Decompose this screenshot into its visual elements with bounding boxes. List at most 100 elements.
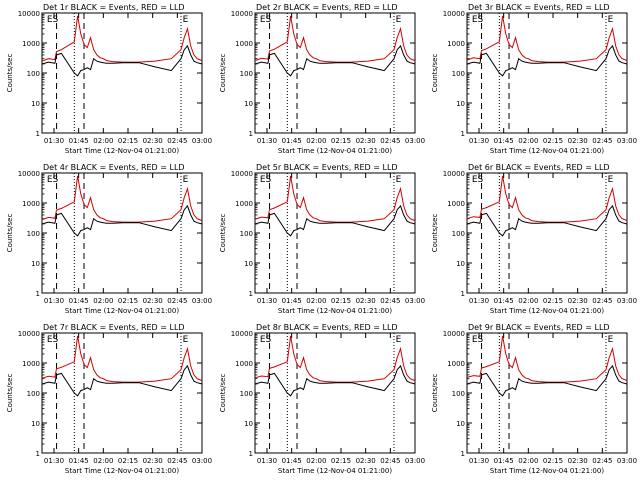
chart-title: Det 3r BLACK = Events, RED = LLD (468, 3, 610, 12)
x-tick-label: 02:15 (118, 297, 138, 305)
x-tick-label: 01:45 (282, 137, 302, 145)
series-line-events (254, 204, 416, 237)
y-tick-label: 100 (27, 70, 40, 78)
x-tick-label: 01:30 (257, 137, 277, 145)
series-line-events (466, 364, 628, 397)
x-axis-label: Start Time (12-Nov-04 01:21:00) (65, 307, 179, 315)
event-marker-label: E (608, 335, 614, 345)
series-line-lld (466, 15, 628, 63)
x-tick-label: 03:00 (192, 297, 212, 305)
x-tick-label: 02:15 (118, 137, 138, 145)
x-tick-label: 01:45 (69, 297, 89, 305)
x-tick-label: 02:15 (543, 457, 563, 465)
chart-panel-6: Det 6r BLACK = Events, RED = LLD 1 10 100 10… (431, 163, 637, 315)
plot-frame (466, 172, 628, 294)
x-tick-label: 01:30 (469, 297, 489, 305)
x-tick-label: 02:00 (93, 297, 113, 305)
chart-title: Det 7r BLACK = Events, RED = LLD (43, 323, 185, 332)
x-tick-label: 02:15 (331, 137, 351, 145)
y-tick-label: 10 (456, 260, 465, 268)
chart-panel-7: Det 7r BLACK = Events, RED = LLD 1 10 100 10… (6, 323, 212, 475)
x-tick-label: 02:15 (331, 297, 351, 305)
plot-frame (254, 172, 416, 294)
x-tick-label: 02:30 (568, 297, 588, 305)
x-tick-label: 03:00 (405, 457, 425, 465)
y-axis-label: Counts/sec (219, 214, 227, 253)
y-tick-label: 100 (240, 230, 253, 238)
y-axis-label: Counts/sec (431, 54, 439, 93)
x-tick-label: 02:45 (380, 137, 400, 145)
x-tick-label: 01:30 (257, 297, 277, 305)
x-axis-label: Start Time (12-Nov-04 01:21:00) (278, 307, 392, 315)
y-tick-label: 1 (36, 450, 40, 458)
plot-frame (254, 12, 416, 134)
x-tick-label: 02:15 (331, 457, 351, 465)
x-tick-label: 02:45 (380, 297, 400, 305)
x-tick-label: 01:30 (469, 137, 489, 145)
y-axis-label: Counts/sec (431, 214, 439, 253)
x-tick-label: 01:30 (44, 137, 64, 145)
x-tick-label: 02:00 (306, 297, 326, 305)
x-tick-label: 01:45 (282, 457, 302, 465)
y-tick-label: 1 (461, 290, 465, 298)
plot-frame (466, 332, 628, 454)
event-marker-label: ES (472, 335, 484, 345)
y-tick-label: 10000 (231, 330, 253, 338)
y-tick-label: 1000 (235, 40, 253, 48)
x-tick-label: 02:30 (143, 457, 163, 465)
chart-panel-4: Det 4r BLACK = Events, RED = LLD 1 10 100 10… (6, 163, 212, 315)
x-tick-label: 02:15 (118, 457, 138, 465)
y-axis-label: Counts/sec (219, 374, 227, 413)
series-line-lld (254, 175, 416, 223)
series-line-events (466, 204, 628, 237)
y-tick-label: 10 (31, 100, 40, 108)
x-axis-label: Start Time (12-Nov-04 01:21:00) (490, 307, 604, 315)
x-tick-label: 02:00 (93, 137, 113, 145)
x-tick-label: 03:00 (192, 457, 212, 465)
chart-title: Det 8r BLACK = Events, RED = LLD (256, 323, 398, 332)
y-tick-label: 100 (27, 390, 40, 398)
x-tick-label: 01:45 (69, 457, 89, 465)
x-tick-label: 02:15 (543, 137, 563, 145)
plot-frame (254, 332, 416, 454)
chart-panel-1: Det 1r BLACK = Events, RED = LLD 1 10 100 10… (6, 3, 212, 155)
x-tick-label: 03:00 (405, 297, 425, 305)
y-tick-label: 1000 (447, 40, 465, 48)
series-line-lld (41, 335, 203, 383)
x-tick-label: 03:00 (617, 297, 637, 305)
x-tick-label: 01:45 (69, 137, 89, 145)
plot-frame (41, 172, 203, 294)
series-line-lld (466, 335, 628, 383)
y-tick-label: 10 (456, 420, 465, 428)
x-tick-label: 02:15 (543, 297, 563, 305)
y-tick-label: 1000 (22, 40, 40, 48)
x-tick-label: 02:45 (380, 457, 400, 465)
y-tick-label: 100 (240, 70, 253, 78)
chart-panel-8: Det 8r BLACK = Events, RED = LLD 1 10 100 10… (219, 323, 425, 475)
x-tick-label: 02:30 (568, 457, 588, 465)
y-axis-label: Counts/sec (219, 54, 227, 93)
series-line-lld (41, 15, 203, 63)
y-tick-label: 10 (244, 100, 253, 108)
x-tick-label: 02:00 (518, 457, 538, 465)
y-tick-label: 10000 (18, 170, 40, 178)
x-tick-label: 02:30 (356, 297, 376, 305)
y-tick-label: 10 (456, 100, 465, 108)
event-marker-label: ES (47, 175, 59, 185)
chart-title: Det 5r BLACK = Events, RED = LLD (256, 163, 398, 172)
y-tick-label: 100 (240, 390, 253, 398)
event-marker-label: ES (260, 15, 272, 25)
series-line-events (41, 204, 203, 237)
y-tick-label: 10 (31, 260, 40, 268)
series-line-events (466, 44, 628, 77)
y-tick-label: 10000 (443, 170, 465, 178)
y-tick-label: 10000 (231, 10, 253, 18)
x-tick-label: 02:30 (356, 137, 376, 145)
y-tick-label: 1 (461, 130, 465, 138)
x-tick-label: 02:30 (568, 137, 588, 145)
x-tick-label: 03:00 (192, 137, 212, 145)
event-marker-label: ES (472, 15, 484, 25)
series-line-events (41, 44, 203, 77)
y-tick-label: 100 (452, 230, 465, 238)
